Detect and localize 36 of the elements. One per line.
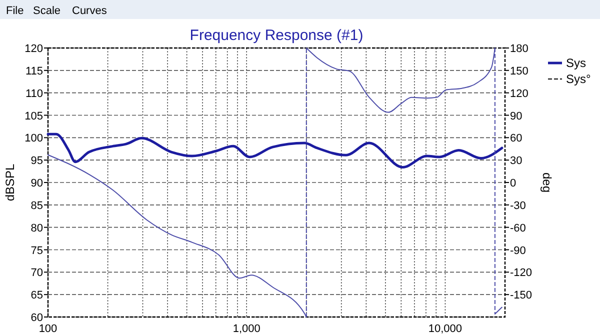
y2-tick-label: 30 (510, 155, 522, 168)
y-tick-label: 110 (25, 88, 43, 100)
y-tick-label: 65 (30, 290, 43, 302)
y2-tick-label: -150 (510, 290, 532, 302)
y-tick-label: 70 (30, 267, 43, 280)
y2-tick-label: 60 (510, 132, 522, 145)
y-tick-label: 60 (30, 312, 43, 324)
chart-title: Frequency Response (#1) (190, 27, 364, 44)
x-tick-label: 10,000 (428, 323, 462, 335)
text: Scale (33, 5, 61, 17)
y2-tick-label: -30 (510, 200, 526, 212)
y-tick-label: 120 (24, 43, 43, 55)
text: Curves (72, 5, 108, 17)
y-tick-label: 90 (30, 178, 43, 190)
y-tick-label: 105 (24, 110, 43, 122)
legend-label: Sys (566, 56, 586, 70)
y2-axis-title: deg (540, 172, 554, 193)
y2-tick-label: 120 (510, 88, 528, 100)
y2-tick-label: 150 (510, 65, 528, 78)
x-tick-label: 1,000 (232, 323, 260, 335)
y2-tick-label: -120 (510, 267, 532, 280)
y2-tick-label: 0 (510, 178, 516, 190)
y2-tick-label: 90 (510, 110, 522, 122)
y-tick-label: 80 (30, 222, 43, 234)
y-tick-label: 115 (25, 65, 43, 78)
y-tick-label: 95 (30, 155, 43, 168)
y-tick-label: 75 (30, 244, 43, 257)
y-axis-title: dBSPL (3, 163, 17, 202)
y2-tick-label: -60 (510, 222, 526, 234)
x-tick-label: 100 (38, 323, 58, 335)
y-tick-label: 100 (24, 132, 43, 145)
text: Sys° (566, 72, 592, 86)
text: File (6, 5, 24, 17)
y-tick-label: 85 (30, 200, 43, 212)
y2-tick-label: -90 (510, 244, 526, 257)
y2-tick-label: 180 (510, 43, 528, 55)
